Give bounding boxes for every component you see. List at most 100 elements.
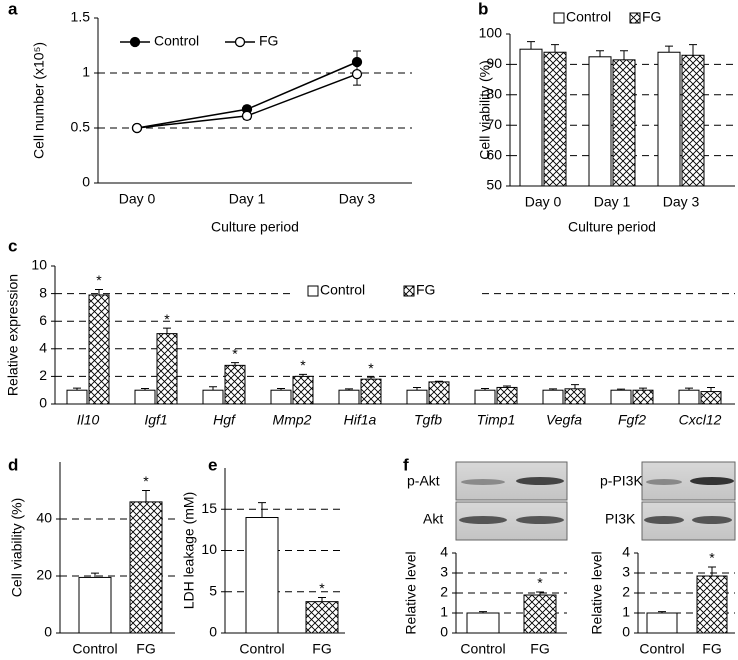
bar	[129, 501, 163, 634]
legend-marker	[129, 36, 141, 48]
x-tick-label: Day 3	[339, 191, 376, 207]
significance-marker: *	[96, 272, 102, 288]
y-tick-label: 90	[486, 55, 502, 71]
point	[351, 68, 363, 80]
blot-label: p-Akt	[407, 473, 440, 489]
bar	[428, 381, 450, 405]
y-axis-label: LDH leakage (mM)	[181, 492, 197, 609]
error-bar	[258, 502, 266, 518]
error-bar	[549, 388, 557, 391]
band	[516, 516, 564, 524]
bar	[224, 364, 246, 405]
bar	[523, 594, 557, 634]
y-tick-label: 80	[486, 86, 502, 102]
x-tick-label: FG	[312, 641, 331, 657]
bar	[678, 389, 700, 405]
y-tick-label: 0	[622, 624, 630, 640]
bar	[406, 389, 428, 405]
x-tick-label: Day 0	[525, 194, 562, 210]
legend-label: FG	[416, 282, 435, 298]
y-tick-label: 3	[440, 564, 448, 580]
bar	[696, 575, 728, 634]
error-bar	[277, 388, 285, 391]
band	[459, 516, 507, 524]
y-tick-label: 70	[486, 116, 502, 132]
error-bar	[345, 388, 353, 391]
error-bar	[299, 373, 307, 377]
x-tick-label: Hgf	[213, 412, 237, 428]
y-axis-label: Cell viability (%)	[9, 498, 25, 598]
point	[131, 122, 143, 134]
error-bar	[685, 387, 693, 391]
error-bar	[571, 384, 579, 389]
bar	[588, 56, 612, 187]
bar	[360, 378, 382, 405]
panel-letter: c	[8, 236, 17, 255]
error-bar	[163, 327, 171, 334]
error-bar	[596, 50, 604, 57]
y-tick-label: 2	[622, 584, 630, 600]
error-bar	[95, 288, 103, 295]
y-tick-label: 100	[479, 25, 503, 41]
blot-label: Akt	[423, 511, 443, 527]
y-tick-label: 2	[440, 584, 448, 600]
x-tick-label: Tgfb	[414, 412, 442, 428]
x-tick-label: Fgf2	[618, 412, 646, 428]
bar	[156, 333, 178, 405]
y-tick-label: 4	[39, 340, 47, 356]
y-tick-label: 0	[209, 624, 217, 640]
x-tick-label: Day 0	[119, 191, 156, 207]
legend-label: FG	[259, 33, 278, 49]
y-tick-label: 3	[622, 564, 630, 580]
error-bar	[503, 385, 511, 388]
error-bar	[209, 386, 217, 391]
bar	[646, 612, 678, 634]
y-tick-label: 6	[39, 312, 47, 328]
y-tick-label: 20	[36, 567, 52, 583]
error-bar	[435, 380, 443, 382]
legend-label: FG	[642, 9, 661, 25]
error-bar	[639, 387, 647, 391]
x-tick-label: Control	[639, 641, 684, 657]
error-bar	[689, 44, 697, 56]
y-tick-label: 60	[486, 146, 502, 162]
bar	[292, 375, 314, 405]
bar	[134, 389, 156, 405]
error-bar	[707, 386, 715, 392]
x-axis-label: Culture period	[568, 219, 656, 235]
error-bar	[141, 388, 149, 391]
significance-marker: *	[537, 575, 543, 591]
error-bar	[73, 387, 81, 391]
y-axis-label: Relative level	[589, 551, 605, 634]
error-bar	[231, 362, 239, 366]
x-axis-label: Culture period	[211, 219, 299, 235]
x-tick-label: FG	[530, 641, 549, 657]
y-tick-label: 1	[440, 604, 448, 620]
y-tick-label: 4	[440, 544, 448, 560]
bar	[543, 51, 567, 187]
y-tick-label: 1.5	[71, 9, 91, 25]
x-tick-label: Control	[460, 641, 505, 657]
y-tick-label: 0	[440, 624, 448, 640]
band	[516, 477, 564, 485]
bar	[681, 54, 705, 187]
bar	[202, 389, 224, 405]
panel-letter: a	[8, 0, 18, 18]
y-axis-label: Cell number (x10⁵)	[31, 42, 47, 159]
x-tick-label: FG	[702, 641, 721, 657]
x-tick-label: Mmp2	[273, 412, 312, 428]
panel-letter: d	[8, 455, 18, 474]
error-bar	[481, 388, 489, 391]
x-tick-label: Day 3	[663, 194, 700, 210]
y-axis-label: Relative expression	[5, 274, 21, 396]
y-tick-label: 8	[39, 284, 47, 300]
legend-label: Control	[566, 9, 611, 25]
error-bar	[367, 376, 375, 380]
error-bar	[551, 44, 559, 53]
x-tick-label: FG	[136, 641, 155, 657]
y-tick-label: 50	[486, 177, 502, 193]
error-bar	[617, 388, 625, 391]
x-tick-label: Day 1	[594, 194, 631, 210]
y-tick-label: 1	[82, 64, 90, 80]
